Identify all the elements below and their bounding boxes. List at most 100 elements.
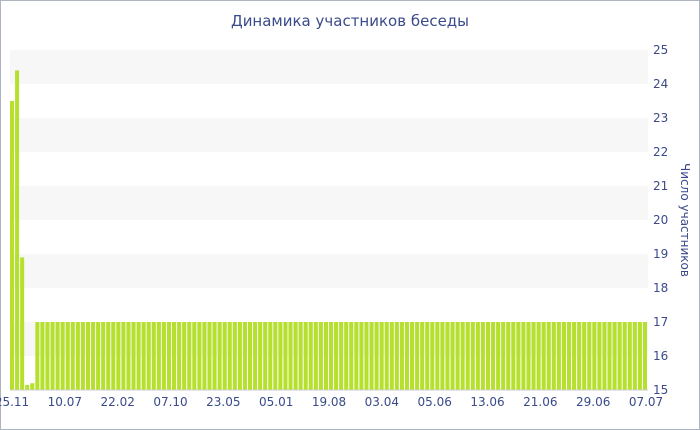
bar [632, 322, 637, 390]
bar [288, 322, 293, 390]
bar [278, 322, 283, 390]
bar [546, 322, 551, 390]
bar [465, 322, 470, 390]
bar [587, 322, 592, 390]
y-tick-label: 22 [653, 145, 668, 159]
bar [212, 322, 217, 390]
y-tick-label: 24 [653, 77, 668, 91]
bar [430, 322, 435, 390]
bar [30, 383, 35, 390]
bar [374, 322, 379, 390]
bar [232, 322, 237, 390]
bar [475, 322, 480, 390]
bar [50, 322, 55, 390]
bar [384, 322, 389, 390]
x-tick-label: 23.05 [206, 395, 240, 409]
bar [217, 322, 222, 390]
bar [131, 322, 136, 390]
x-tick-label: 05.01 [259, 395, 293, 409]
bar [480, 322, 485, 390]
x-tick-label: 13.06 [470, 395, 504, 409]
bar [637, 322, 642, 390]
bar [460, 322, 465, 390]
bar [354, 322, 359, 390]
x-tick-label: 25.11 [0, 395, 29, 409]
x-tick-label: 21.06 [523, 395, 557, 409]
bar [496, 322, 501, 390]
bar [359, 322, 364, 390]
bar [25, 384, 30, 390]
bar [566, 322, 572, 390]
bar [349, 322, 354, 390]
bar [526, 322, 531, 390]
bar [627, 322, 632, 390]
bar [420, 322, 425, 390]
bar [45, 322, 50, 390]
y-axis-ticks: 15 16 17 18 19 20 21 22 23 24 25 [653, 43, 668, 397]
bar [172, 322, 177, 390]
y-tick-label: 16 [653, 349, 668, 363]
bar [65, 322, 70, 390]
bar [253, 322, 258, 390]
bar [192, 322, 197, 390]
bar [561, 322, 566, 390]
bar [582, 322, 587, 390]
bar [541, 322, 546, 390]
bar [450, 322, 455, 390]
bar [161, 322, 166, 390]
x-tick-label: 10.07 [48, 395, 82, 409]
bar [55, 322, 60, 390]
bar [536, 322, 541, 390]
x-tick-label: 19.08 [312, 395, 346, 409]
bar [10, 101, 15, 390]
bar [404, 322, 409, 390]
bar [440, 322, 445, 390]
bar [96, 322, 101, 390]
bar [136, 322, 141, 390]
bar [602, 322, 607, 390]
bar [247, 322, 253, 390]
bar [389, 322, 394, 390]
grid-band [10, 186, 648, 220]
bar [511, 322, 516, 390]
grid-band [10, 118, 648, 152]
bar [516, 322, 521, 390]
bar [506, 322, 511, 390]
bar [40, 322, 45, 390]
bar [501, 322, 506, 390]
bar [298, 322, 303, 390]
y-tick-label: 21 [653, 179, 668, 193]
bar [156, 322, 161, 390]
bar [126, 322, 131, 390]
bar [85, 322, 90, 390]
bar [415, 322, 420, 390]
bar [237, 322, 242, 390]
bar [435, 322, 440, 390]
bar [329, 322, 334, 390]
bar [364, 322, 369, 390]
bar [197, 322, 202, 390]
bar [323, 322, 328, 390]
bar [273, 322, 278, 390]
bar [622, 322, 627, 390]
bar [399, 322, 404, 390]
grid-band [10, 254, 648, 288]
bar [556, 322, 561, 390]
bar [263, 322, 268, 390]
bar [283, 322, 288, 390]
bar [485, 322, 491, 390]
bar [577, 322, 582, 390]
x-tick-label: 29.06 [576, 395, 610, 409]
bar [303, 322, 308, 390]
bar [207, 322, 212, 390]
bar [369, 322, 374, 390]
bar [166, 322, 172, 390]
bar [177, 322, 182, 390]
bar [80, 322, 85, 390]
bar [106, 322, 111, 390]
bar [344, 322, 349, 390]
bar [121, 322, 126, 390]
bar [101, 322, 106, 390]
x-tick-label: 07.10 [153, 395, 187, 409]
